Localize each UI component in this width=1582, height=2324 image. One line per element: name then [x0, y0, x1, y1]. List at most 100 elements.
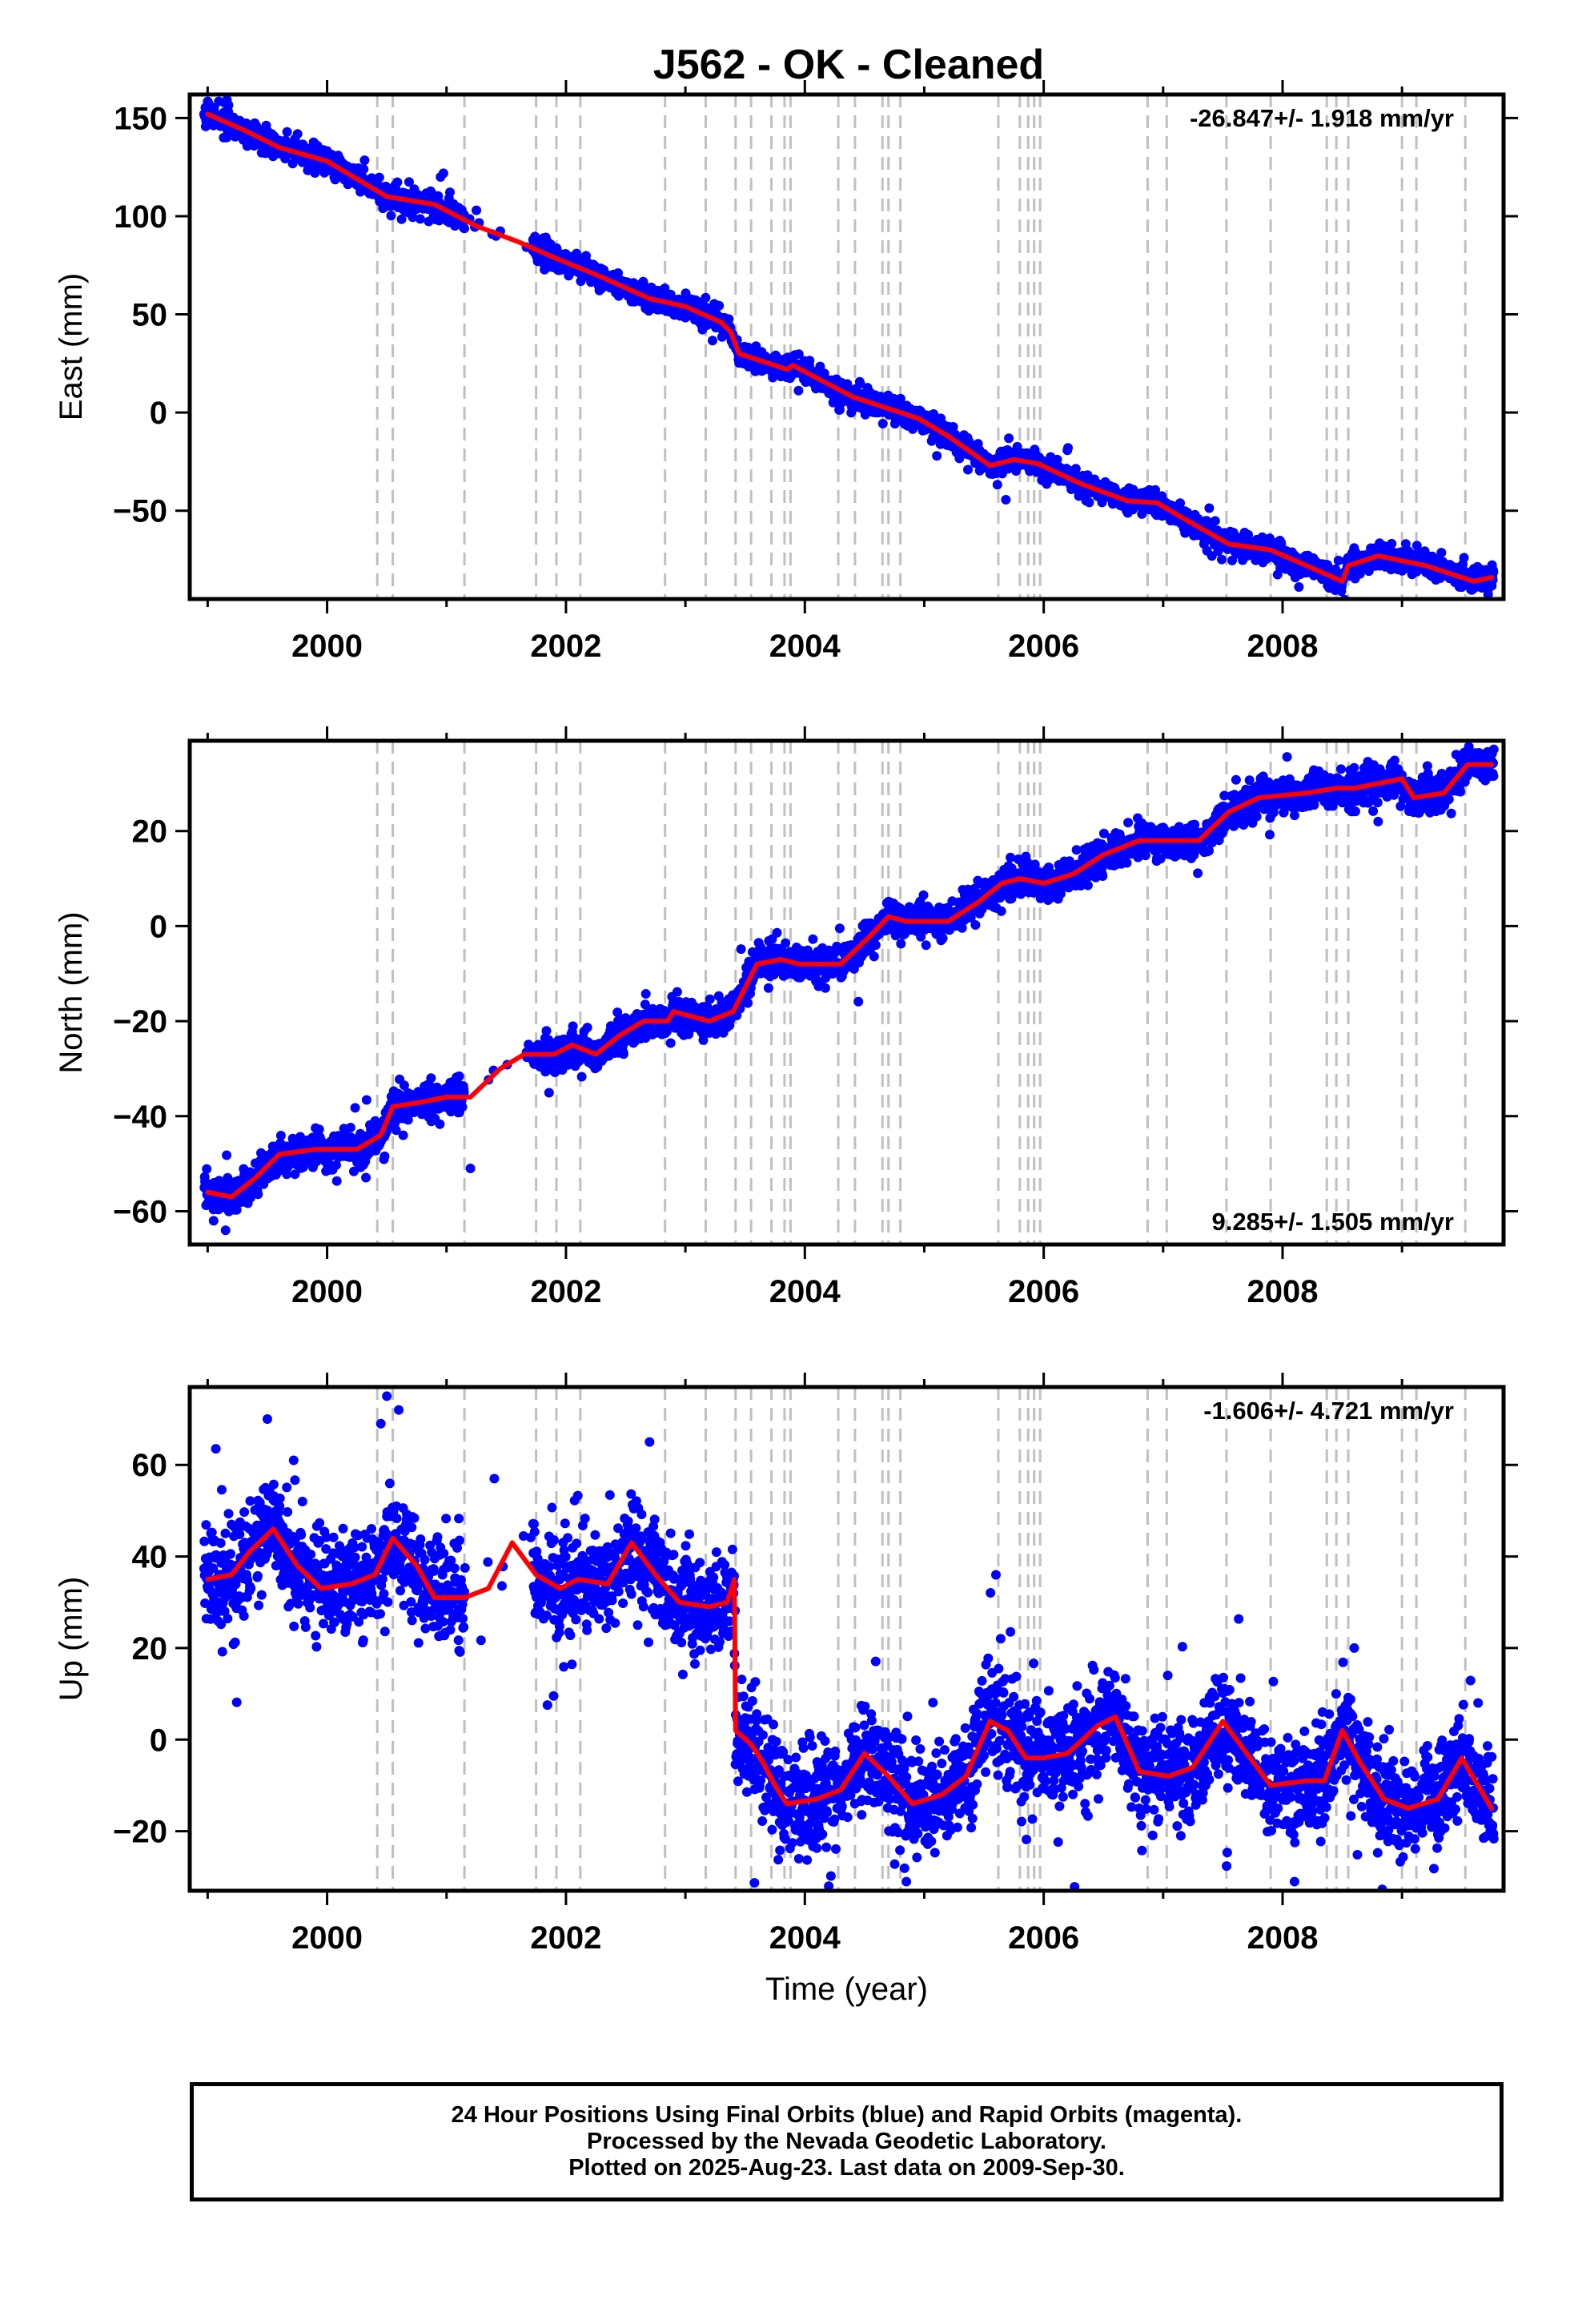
data-point	[708, 336, 717, 346]
data-point	[714, 300, 725, 311]
data-point	[374, 172, 384, 183]
data-point	[855, 379, 865, 389]
data-point	[540, 1067, 551, 1077]
data-point	[398, 1130, 408, 1140]
data-point	[435, 1119, 445, 1129]
data-point	[302, 1155, 312, 1165]
data-point	[1004, 433, 1014, 444]
data-point	[1217, 554, 1227, 565]
data-point	[929, 409, 939, 419]
data-point	[1411, 541, 1422, 551]
data-point	[1063, 443, 1073, 453]
data-point	[282, 127, 292, 137]
data-point	[576, 1072, 587, 1082]
data-point	[379, 1151, 390, 1161]
data-point	[436, 171, 446, 182]
data-point	[404, 177, 414, 187]
data-point	[1488, 567, 1499, 577]
data-point	[1210, 516, 1220, 526]
x-tick-label: 2000	[291, 629, 363, 664]
y-tick-label: −50	[113, 494, 167, 529]
data-point	[541, 1026, 552, 1036]
data-point	[331, 1160, 341, 1170]
data-point	[1483, 589, 1493, 599]
data-point	[331, 1176, 342, 1186]
data-point	[932, 451, 942, 461]
data-point	[895, 393, 905, 404]
data-point	[445, 187, 455, 198]
data-point	[1379, 541, 1389, 551]
data-point	[724, 314, 734, 324]
east-model-line	[205, 111, 1495, 584]
data-point	[963, 464, 973, 475]
data-point	[1052, 454, 1062, 464]
data-point	[793, 385, 804, 396]
data-point	[386, 211, 396, 221]
data-point	[1204, 503, 1215, 513]
data-point	[948, 422, 958, 432]
data-point	[391, 1125, 401, 1136]
data-point	[665, 1038, 676, 1048]
data-point	[544, 1088, 554, 1098]
x-tick-label: 2006	[1008, 629, 1079, 664]
data-point	[1175, 498, 1186, 509]
data-point	[290, 1169, 300, 1180]
data-point	[310, 168, 320, 178]
y-tick-label: 100	[114, 199, 167, 235]
data-point	[889, 393, 899, 404]
data-point	[1001, 495, 1011, 505]
data-point	[203, 99, 213, 110]
data-point	[618, 1049, 628, 1059]
chart-title: J562 - OK - Cleaned	[653, 42, 1044, 88]
y-tick-label: 150	[114, 101, 167, 136]
data-point	[408, 212, 418, 223]
data-point	[992, 480, 1002, 490]
data-point	[1333, 555, 1343, 565]
east-points	[199, 94, 1499, 599]
data-point	[1070, 464, 1081, 474]
data-point	[392, 177, 403, 187]
data-point	[550, 1068, 560, 1077]
data-point	[1150, 485, 1160, 495]
data-point	[426, 1073, 436, 1084]
data-point	[582, 1023, 592, 1033]
data-point	[660, 283, 670, 293]
data-point	[568, 1021, 578, 1031]
data-point	[1400, 539, 1411, 549]
data-point	[432, 1082, 442, 1092]
east-frame	[187, 92, 1506, 601]
data-point	[314, 1124, 324, 1135]
data-point	[1436, 548, 1447, 558]
data-point	[361, 1095, 371, 1105]
data-point	[282, 1169, 292, 1180]
east-y-axis-label: East (mm)	[54, 273, 89, 420]
data-point	[292, 129, 303, 139]
data-point	[1432, 554, 1443, 565]
x-tick-label: 2004	[769, 629, 841, 664]
data-point	[415, 214, 425, 224]
data-point	[454, 1071, 464, 1081]
data-point	[701, 292, 711, 303]
data-point	[350, 1103, 360, 1113]
data-point	[1387, 538, 1397, 549]
data-point	[815, 361, 825, 372]
east-rate-label: -26.847+/- 1.918 mm/yr	[1190, 104, 1454, 132]
data-point	[472, 205, 482, 215]
data-point	[345, 1123, 355, 1132]
data-point	[223, 100, 234, 111]
data-point	[1459, 553, 1469, 563]
x-tick-label: 2002	[530, 629, 601, 664]
data-point	[457, 1102, 468, 1112]
data-point	[877, 419, 888, 428]
data-point	[399, 1080, 409, 1091]
data-point	[361, 1172, 371, 1183]
data-point	[793, 349, 804, 360]
data-point	[396, 214, 407, 224]
x-tick-label: 2008	[1247, 629, 1319, 664]
data-point	[253, 1189, 263, 1200]
data-point	[370, 1116, 380, 1126]
data-point	[287, 1133, 298, 1144]
data-point	[612, 1007, 623, 1018]
